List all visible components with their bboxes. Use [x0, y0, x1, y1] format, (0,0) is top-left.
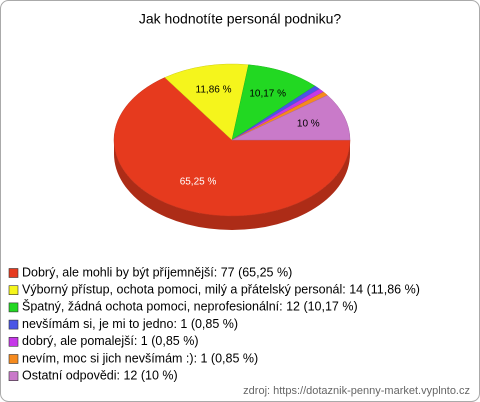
slice	[113, 77, 351, 217]
legend-swatch	[8, 302, 19, 313]
slice-label: 11,86 %	[196, 84, 232, 95]
legend-swatch	[8, 371, 19, 382]
legend-label: Výborný přístup, ochota pomoci, milý a p…	[22, 282, 420, 296]
legend-label: Dobrý, ale mohli by být příjemnější: 77 …	[22, 265, 292, 279]
slice-label: 65,25 %	[180, 176, 217, 187]
source: zdroj: https://dotaznik-penny-market.vyp…	[243, 385, 470, 397]
slice	[231, 64, 316, 141]
slice-label: 10,17 %	[249, 88, 286, 99]
legend-label: nevšímám si, je mi to jedno: 1 (0,85 %)	[22, 317, 238, 331]
legend-label: Ostatní odpovědi: 12 (10 %)	[22, 368, 178, 382]
legend-label: dobrý, ale pomalejší: 1 (0,85 %)	[22, 334, 198, 348]
legend-label: nevím, moc si jich nevšímám :): 1 (0,85 …	[22, 351, 258, 365]
legend-swatch	[8, 336, 19, 347]
slice-side	[114, 140, 350, 230]
chart-title: Jak hodnotíte personál podniku?	[139, 11, 342, 27]
legend-swatch	[8, 319, 19, 330]
legend-label: Špatný, žádná ochota pomoci, neprofesion…	[22, 299, 358, 314]
legend-swatch	[8, 285, 19, 296]
legend-swatch	[8, 354, 19, 364]
slice	[164, 63, 249, 141]
legend-swatch	[8, 268, 19, 278]
slice-label: 10 %	[297, 119, 320, 130]
slice	[231, 94, 351, 141]
